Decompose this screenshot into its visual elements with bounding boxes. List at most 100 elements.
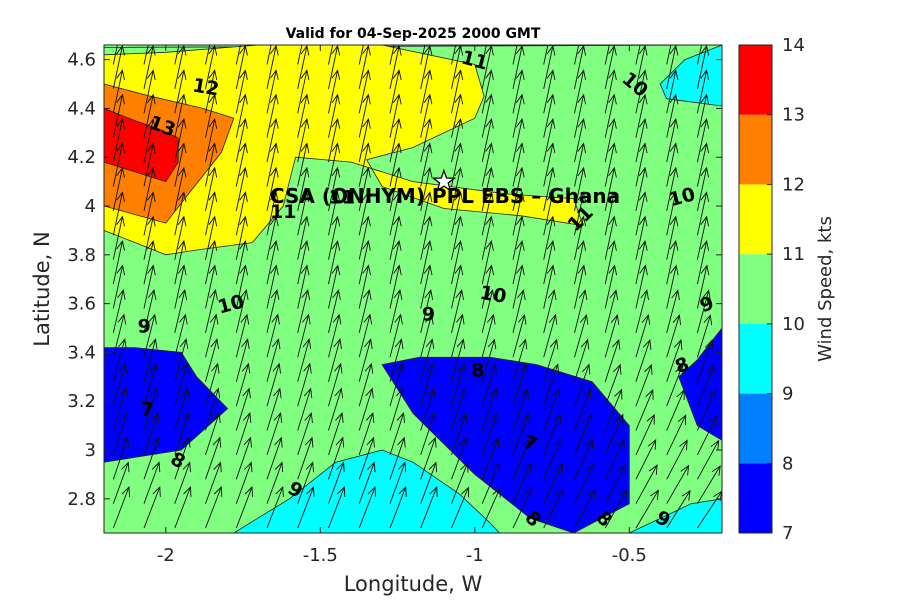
wind-arrow	[512, 289, 526, 334]
wind-arrow	[481, 289, 495, 334]
colorbar-band	[739, 184, 772, 255]
wind-arrow	[420, 362, 435, 407]
wind-arrow	[512, 166, 525, 211]
wind-arrow	[604, 118, 617, 163]
wind-arrow	[543, 462, 563, 504]
wind-arrow	[328, 215, 341, 260]
wind-arrow	[666, 389, 685, 431]
wind-arrow	[205, 461, 222, 504]
wind-arrow	[235, 69, 248, 114]
colorbar-tick-label: 9	[782, 384, 793, 405]
wind-arrow	[697, 439, 720, 480]
wind-arrow	[543, 45, 549, 65]
wind-arrow	[697, 465, 721, 504]
wind-arrow	[635, 439, 657, 480]
wind-arrow	[328, 485, 346, 529]
wind-arrow	[604, 69, 617, 114]
wind-arrow	[266, 313, 280, 358]
wind-arrow	[696, 142, 710, 187]
colorbar-tick-label: 7	[782, 523, 793, 544]
wind-arrow	[604, 264, 618, 309]
wind-arrow	[205, 362, 220, 407]
wind-arrow	[112, 264, 126, 309]
wind-arrow	[696, 264, 710, 309]
wind-arrow	[174, 412, 190, 456]
wind-arrow	[143, 289, 157, 334]
wind-arrow	[174, 69, 187, 114]
wind-arrow	[266, 461, 284, 504]
colorbar-tick-label: 10	[782, 314, 805, 335]
wind-arrow	[112, 69, 125, 114]
wind-arrow	[481, 387, 498, 431]
wind-arrow	[112, 313, 127, 358]
wind-arrow	[143, 142, 156, 187]
wind-arrow	[112, 166, 125, 211]
wind-arrow	[174, 485, 192, 529]
wind-arrow	[604, 45, 617, 89]
x-axis-ticks: -2 -1.5 -1 -0.5	[157, 45, 647, 566]
wind-arrow	[328, 289, 341, 334]
wind-arrow	[389, 118, 402, 163]
wind-arrow	[266, 191, 279, 236]
wind-arrow	[451, 461, 469, 504]
wind-arrow	[297, 142, 310, 187]
wind-arrow	[604, 191, 617, 236]
wind-arrow	[420, 313, 434, 358]
wind-arrow	[143, 191, 156, 236]
wind-arrow	[481, 142, 494, 187]
wind-arrow	[358, 485, 376, 529]
wind-arrow	[389, 191, 402, 236]
wind-arrow	[205, 142, 218, 187]
wind-arrow	[328, 240, 341, 285]
wind-arrow	[358, 45, 364, 65]
wind-arrow	[205, 313, 219, 358]
contour-region-9	[659, 45, 722, 107]
wind-arrow	[666, 264, 679, 309]
wind-arrow	[666, 364, 684, 407]
wind-arrow	[358, 45, 371, 89]
wind-arrow	[481, 486, 501, 529]
wind-arrow	[696, 289, 711, 334]
wind-arrow	[235, 461, 253, 504]
wind-arrow	[266, 118, 279, 163]
wind-arrow	[635, 264, 648, 309]
wind-arrow	[143, 118, 156, 163]
wind-arrow	[143, 264, 156, 309]
colorbar-tick-label: 11	[782, 244, 805, 265]
wind-arrow	[143, 313, 157, 358]
wind-arrow	[143, 412, 160, 456]
wind-arrow	[512, 388, 529, 431]
wind-arrow	[328, 191, 341, 236]
wind-arrow	[574, 463, 595, 504]
wind-arrow	[543, 118, 556, 163]
wind-arrow	[174, 142, 187, 187]
wind-arrow	[451, 289, 464, 334]
wind-arrow	[451, 118, 464, 163]
y-tick-label: 4.6	[67, 50, 96, 71]
x-tick-label: -1	[466, 545, 484, 566]
wind-arrow	[635, 191, 648, 236]
wind-arrow	[481, 215, 494, 260]
contour-region-9	[233, 449, 501, 533]
wind-arrow	[574, 69, 587, 114]
wind-arrow	[666, 142, 679, 187]
wind-arrow	[512, 69, 525, 114]
wind-arrow	[574, 363, 591, 407]
wind-arrow	[205, 240, 218, 285]
wind-arrow	[205, 338, 219, 382]
wind-arrow	[420, 69, 433, 114]
wind-arrow	[389, 387, 405, 431]
wind-arrow	[604, 388, 623, 431]
wind-arrow	[266, 45, 279, 89]
wind-arrow	[481, 45, 494, 89]
wind-arrow	[574, 45, 587, 89]
wind-arrow	[543, 413, 561, 456]
wind-arrow	[297, 215, 310, 260]
wind-arrow	[604, 45, 610, 65]
wind-arrow	[328, 69, 341, 114]
wind-arrow	[666, 118, 679, 163]
wind-arrow	[543, 289, 557, 334]
x-axis-label: Longitude, W	[344, 572, 483, 596]
wind-arrow	[635, 464, 658, 504]
